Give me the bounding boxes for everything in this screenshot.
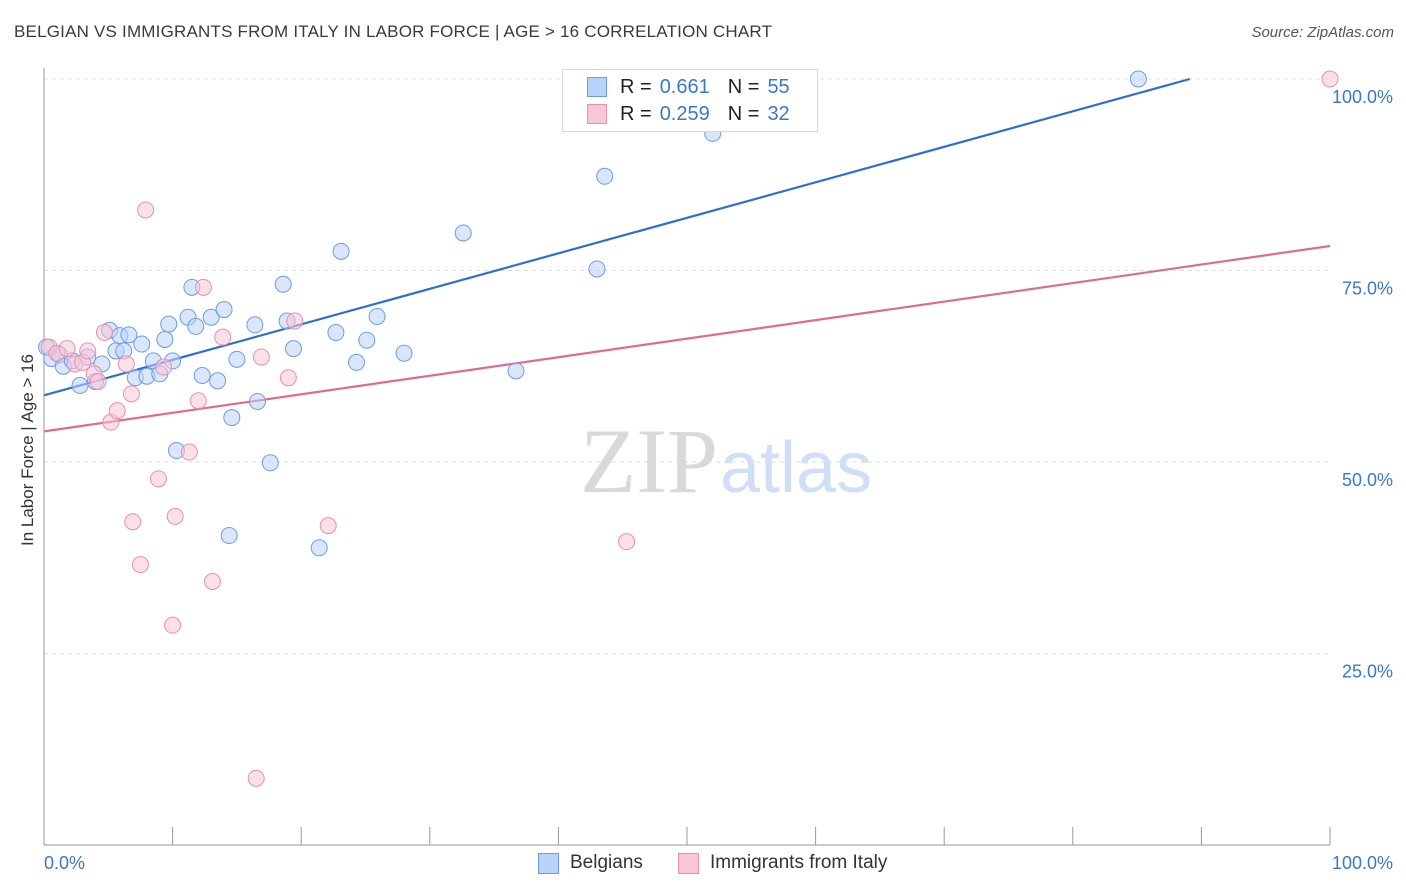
- point-belgians: [187, 317, 205, 335]
- point-belgians: [347, 353, 365, 371]
- legend-label-italy: Immigrants from Italy: [710, 852, 888, 873]
- point-italy: [124, 513, 142, 531]
- point-italy: [155, 358, 173, 376]
- point-italy: [58, 340, 76, 358]
- point-italy: [122, 385, 140, 403]
- y-tick-label: 100.0%: [1332, 87, 1393, 107]
- point-belgians: [454, 224, 472, 242]
- n-value: 32: [767, 102, 790, 125]
- point-italy: [79, 342, 97, 360]
- point-belgians: [228, 350, 246, 368]
- point-belgians: [160, 315, 178, 333]
- point-belgians: [223, 409, 241, 427]
- point-belgians: [395, 344, 413, 362]
- y-tick-label: 75.0%: [1342, 279, 1393, 299]
- watermark-zip: ZIP: [580, 410, 718, 512]
- point-italy: [137, 201, 155, 219]
- point-italy: [203, 572, 221, 590]
- point-italy: [214, 328, 232, 346]
- point-belgians: [215, 301, 233, 319]
- point-italy: [319, 517, 337, 535]
- point-belgians: [1129, 70, 1147, 88]
- point-italy: [131, 556, 149, 574]
- point-belgians: [310, 539, 328, 557]
- x-tick-label: 100.0%: [1332, 853, 1393, 873]
- point-italy: [286, 312, 304, 330]
- point-italy: [89, 373, 107, 391]
- pink-swatch: [587, 104, 607, 124]
- correlation-legend: R = 0.661 N = 55 R = 0.259 N = 32: [562, 69, 818, 132]
- trend-line: [43, 77, 1191, 397]
- point-belgians: [246, 316, 264, 334]
- point-italy: [117, 355, 135, 373]
- y-axis-title: In Labor Force | Age > 16: [18, 353, 37, 547]
- point-belgians: [368, 307, 386, 325]
- pink-swatch: [678, 852, 699, 874]
- y-tick-label: 50.0%: [1342, 470, 1393, 490]
- point-belgians: [156, 330, 174, 348]
- tick-labels: 25.0% 50.0% 75.0% 100.0% 0.0% 100.0%: [44, 87, 1393, 873]
- axes: [43, 68, 1331, 846]
- point-belgians: [71, 376, 89, 394]
- point-italy: [180, 443, 198, 461]
- legend-label-belgians: Belgians: [570, 852, 643, 873]
- point-belgians: [588, 260, 606, 278]
- point-belgians: [202, 308, 220, 326]
- r-label: R =: [620, 102, 652, 125]
- point-belgians: [220, 527, 238, 545]
- point-belgians: [596, 167, 614, 185]
- point-belgians: [248, 392, 266, 410]
- point-belgians: [332, 242, 350, 260]
- y-tick-label: 25.0%: [1342, 662, 1393, 682]
- point-italy: [252, 348, 270, 366]
- point-belgians: [120, 326, 138, 344]
- x-tick-label: 0.0%: [44, 853, 85, 873]
- point-italy: [189, 392, 207, 410]
- point-belgians: [327, 324, 345, 342]
- point-italy: [194, 278, 212, 296]
- legend-row-belgians: R = 0.661 N = 55: [587, 74, 790, 100]
- trend-line: [43, 244, 1331, 433]
- y-axis-title-wrap: In Labor Force | Age > 16: [16, 300, 40, 600]
- point-italy: [108, 402, 126, 420]
- r-label: R =: [620, 75, 652, 98]
- series-legend: Belgians Immigrants from Italy: [0, 852, 1406, 878]
- source-credit: Source: ZipAtlas.com: [1251, 24, 1394, 41]
- legend-item-belgians: Belgians: [538, 852, 643, 874]
- point-belgians: [193, 366, 211, 384]
- legend-item-italy: Immigrants from Italy: [678, 852, 887, 874]
- point-italy: [95, 324, 113, 342]
- n-value: 55: [767, 75, 790, 98]
- chart-title: BELGIAN VS IMMIGRANTS FROM ITALY IN LABO…: [14, 22, 773, 41]
- point-belgians: [274, 275, 292, 293]
- point-belgians: [209, 372, 227, 390]
- n-label: N =: [727, 75, 760, 98]
- watermark: ZIP atlas: [580, 410, 872, 512]
- point-italy: [618, 533, 636, 551]
- blue-swatch: [538, 852, 559, 874]
- point-italy: [247, 769, 265, 787]
- point-belgians: [358, 331, 376, 349]
- r-value: 0.661: [659, 75, 710, 98]
- point-belgians: [284, 340, 302, 358]
- point-belgians: [133, 335, 151, 353]
- point-italy: [1321, 70, 1339, 88]
- point-italy: [279, 369, 297, 387]
- point-italy: [166, 507, 184, 525]
- point-italy: [164, 616, 182, 634]
- blue-swatch: [587, 77, 607, 97]
- watermark-atlas: atlas: [720, 428, 872, 508]
- n-label: N =: [727, 102, 760, 125]
- r-value: 0.259: [659, 102, 710, 125]
- point-belgians: [261, 454, 279, 472]
- point-belgians: [507, 362, 525, 380]
- legend-row-italy: R = 0.259 N = 32: [587, 101, 790, 127]
- point-italy: [149, 470, 167, 488]
